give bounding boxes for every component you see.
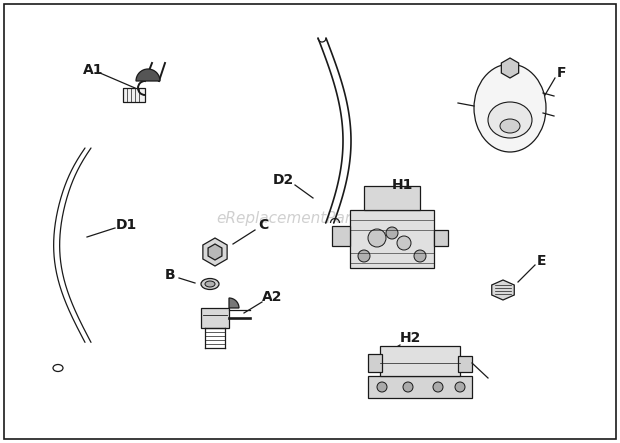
- Text: B: B: [165, 268, 175, 282]
- Circle shape: [433, 382, 443, 392]
- Circle shape: [377, 382, 387, 392]
- Ellipse shape: [474, 64, 546, 152]
- Ellipse shape: [488, 102, 532, 138]
- Polygon shape: [203, 238, 227, 266]
- FancyBboxPatch shape: [368, 354, 382, 372]
- Ellipse shape: [205, 281, 215, 287]
- Text: D1: D1: [115, 218, 136, 232]
- Text: F: F: [557, 66, 567, 80]
- FancyBboxPatch shape: [364, 186, 420, 210]
- Text: H1: H1: [391, 178, 413, 192]
- Wedge shape: [229, 298, 239, 308]
- Text: E: E: [538, 254, 547, 268]
- Circle shape: [386, 227, 398, 239]
- FancyBboxPatch shape: [332, 226, 350, 246]
- FancyBboxPatch shape: [350, 210, 434, 268]
- Text: D2: D2: [272, 173, 294, 187]
- FancyBboxPatch shape: [380, 346, 460, 376]
- FancyBboxPatch shape: [368, 376, 472, 398]
- Circle shape: [397, 236, 411, 250]
- Circle shape: [368, 229, 386, 247]
- Polygon shape: [492, 280, 514, 300]
- Ellipse shape: [201, 279, 219, 289]
- Text: C: C: [258, 218, 268, 232]
- Ellipse shape: [500, 119, 520, 133]
- Polygon shape: [502, 58, 519, 78]
- FancyBboxPatch shape: [458, 356, 472, 372]
- Wedge shape: [136, 69, 160, 81]
- Polygon shape: [208, 244, 222, 260]
- FancyBboxPatch shape: [434, 230, 448, 246]
- FancyBboxPatch shape: [123, 88, 145, 102]
- Circle shape: [455, 382, 465, 392]
- Text: A1: A1: [82, 63, 104, 77]
- Ellipse shape: [53, 365, 63, 372]
- Circle shape: [358, 250, 370, 262]
- Text: H2: H2: [399, 331, 421, 345]
- Text: eReplacementParts.com: eReplacementParts.com: [216, 210, 404, 225]
- Circle shape: [403, 382, 413, 392]
- Circle shape: [414, 250, 426, 262]
- Text: A2: A2: [262, 290, 282, 304]
- FancyBboxPatch shape: [201, 308, 229, 328]
